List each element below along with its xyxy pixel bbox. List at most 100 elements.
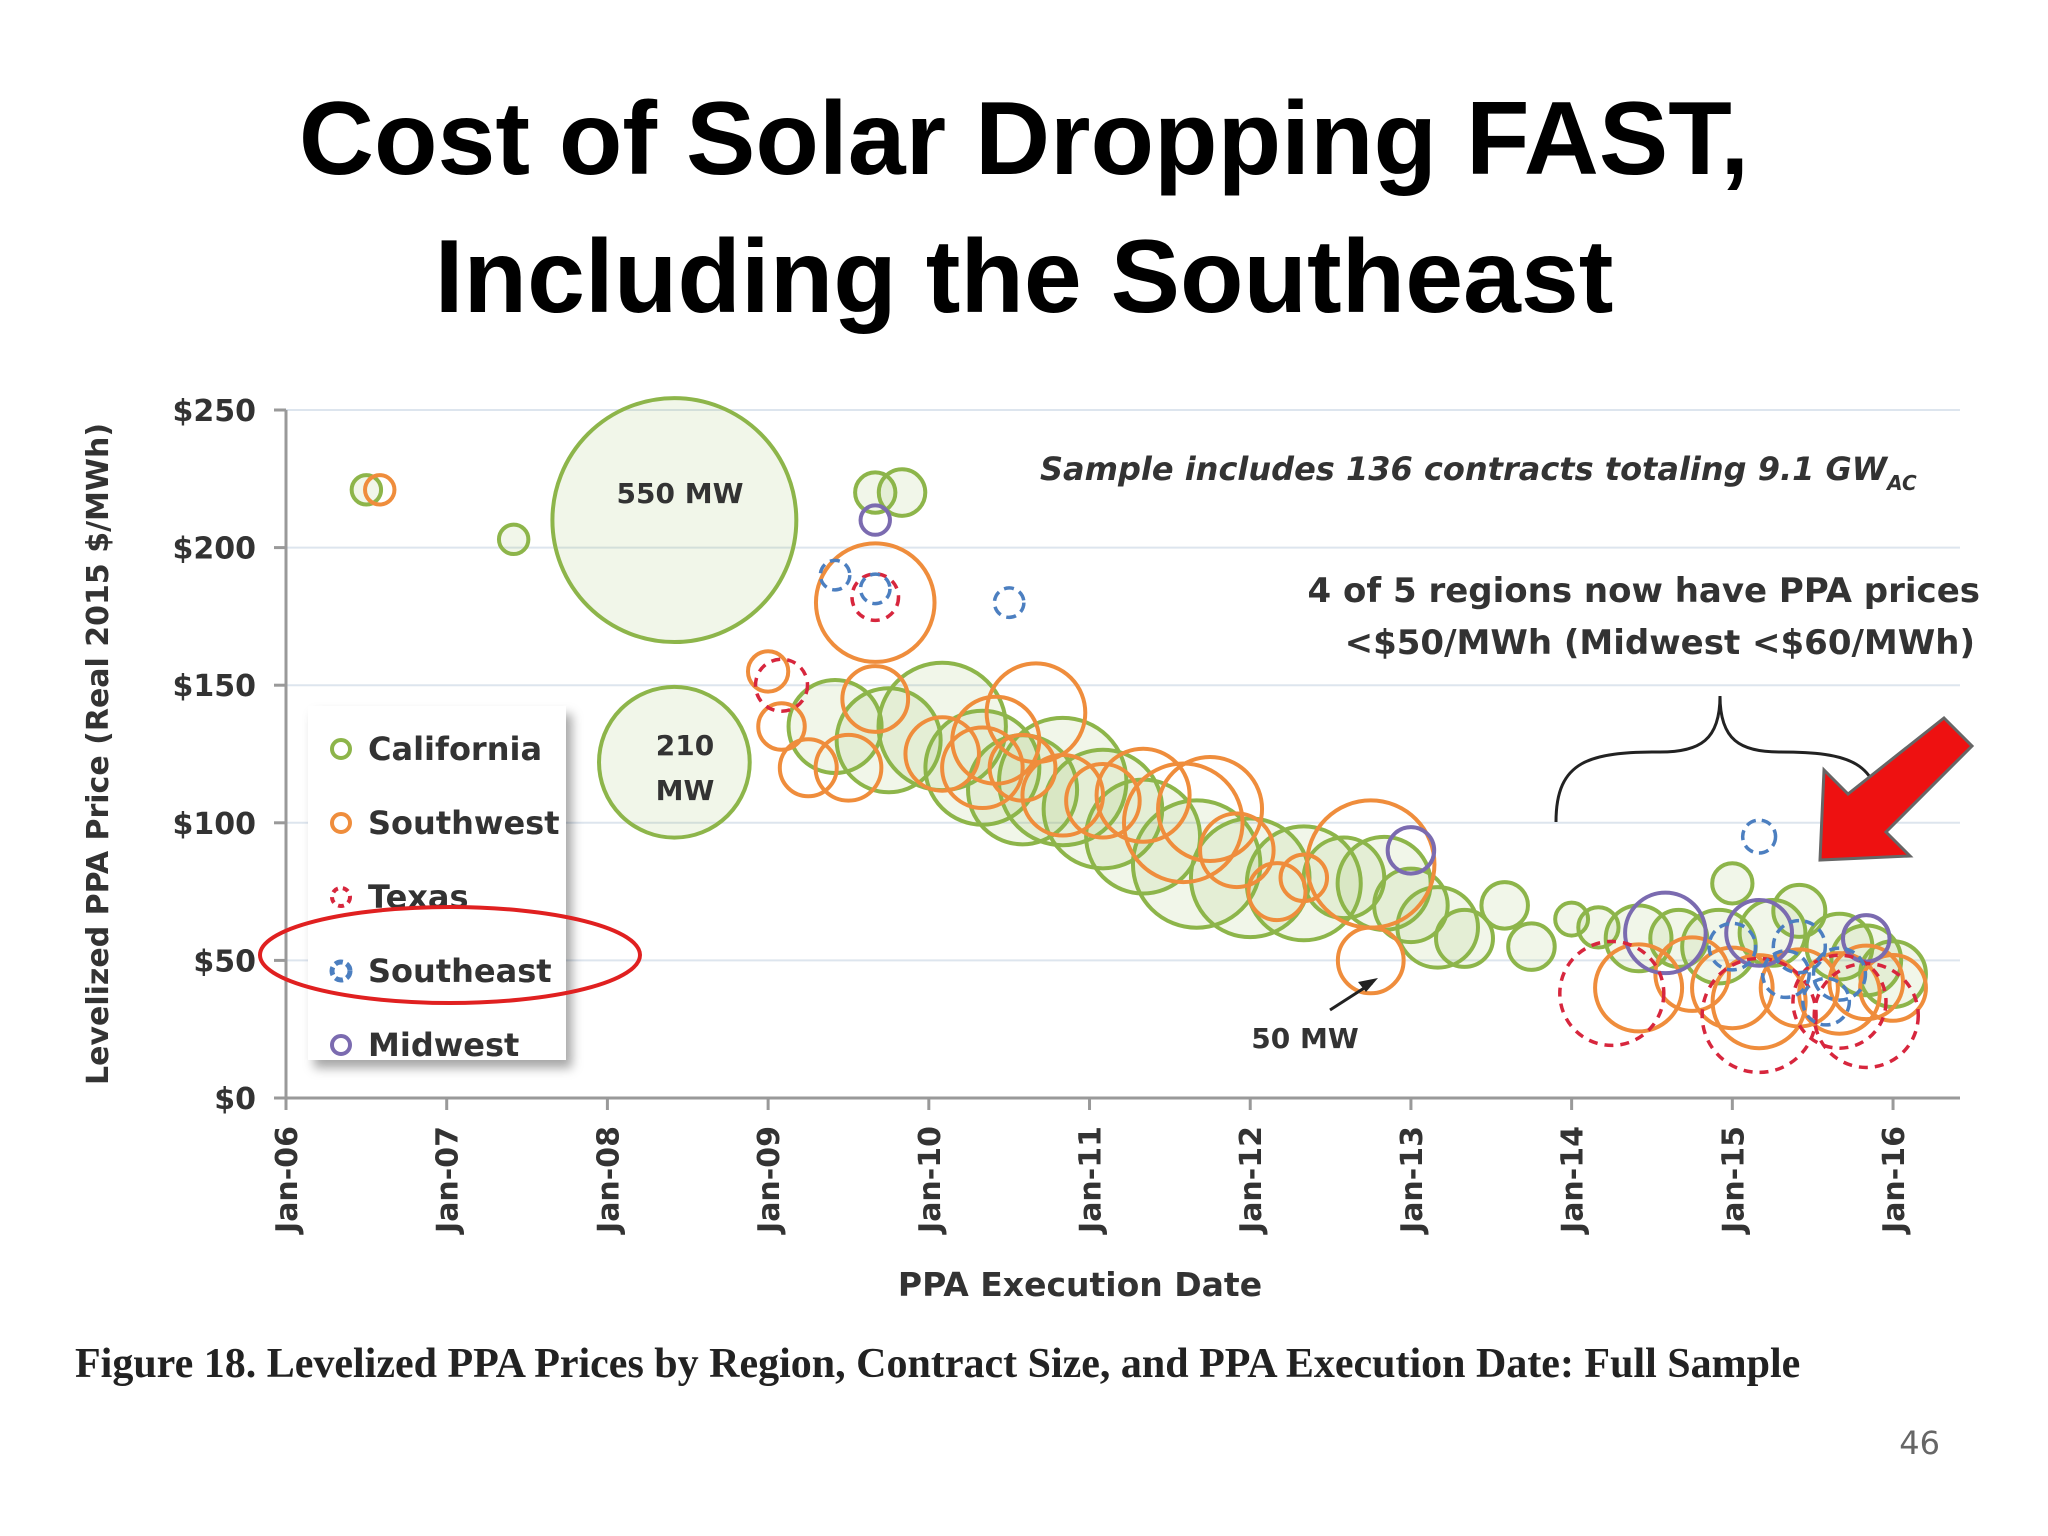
bubble-texas [1812,961,1921,1070]
texas-dashed-circle-icon [330,886,352,908]
sample-note-main: Sample includes 136 contracts totaling 9… [1040,450,1889,488]
bubble-southeast [858,572,892,606]
y-tick-label: $0 [214,1082,256,1117]
bubble-southwest [1653,935,1731,1013]
bubble-california [834,686,943,795]
bubble-california [496,522,531,557]
label-50mw: 50 MW [1251,1022,1359,1055]
bubble-california [1710,861,1755,906]
bubble-southwest [1690,945,1775,1031]
legend-label-southwest: Southwest [368,804,560,842]
bubble-southeast [1707,921,1758,972]
bubble-southwest [1156,755,1265,864]
legend-item-southwest: Southwest [328,798,560,848]
bubble-southwest [1593,942,1685,1034]
legend-label-california: California [368,730,543,768]
y-tick-label: $250 [173,394,257,429]
bubble-southwest [1827,943,1906,1022]
y-tick-label: $150 [173,669,257,704]
bubble-southwest [1710,953,1808,1051]
bubble-southwest [1198,811,1276,890]
bubble-midwest [1623,890,1708,976]
bubble-southwest [903,715,981,793]
bubble-southwest [1094,746,1192,844]
bubble-southwest [1064,762,1142,840]
southwest-circle-icon [330,812,352,834]
y-tick-label: $100 [173,807,257,842]
regions-brace [1554,695,1882,823]
southeast-highlight-ellipse [258,905,642,1005]
midwest-circle-icon [330,1034,352,1056]
bubble-southwest [813,541,937,664]
sample-note-sub: AC [1885,471,1917,495]
bubble-midwest [1724,897,1795,968]
slide-title: Cost of Solar Dropping FAST, Including t… [0,70,2048,346]
legend-item-midwest: Midwest [328,1020,519,1070]
y-tick-label: $50 [193,944,256,979]
bubble-southwest [813,732,884,803]
bubble-texas [1558,939,1666,1048]
title-line-1: Cost of Solar Dropping FAST, [298,81,1750,197]
bubble-southwest [756,701,807,752]
bubble-california [853,470,898,515]
bubble-california [1576,905,1621,950]
regions-note-line1: 4 of 5 regions now have PPA prices [1307,571,1980,611]
bubble-southwest [1858,953,1928,1023]
x-tick-label: Jan-12 [1234,1126,1269,1235]
bubble-southwest [1335,925,1406,996]
bubble-texas [850,572,901,623]
bubble-southwest [1278,852,1330,904]
bubble-chart: $0 $50 $100 $150 $200 $250 Jan-06 Jan-07 Jan-08 J… [81,394,1980,1304]
bubble-southeast [992,586,1026,620]
bubble-southeast [1760,949,1811,1000]
bubble-california [876,467,928,518]
sample-note: Sample includes 136 contracts totaling 9… [1040,450,1917,495]
bubble-southeast [818,558,852,592]
regions-note-line2: <$50/MWh (Midwest <$60/MWh) [1345,623,1975,663]
x-tick-label: Jan-15 [1716,1126,1751,1235]
red-arrow-icon [1818,715,1975,862]
bubble-southeast [1811,946,1868,1002]
label-210mw-line1: 210 [656,729,714,762]
bubble-california [1479,880,1530,931]
bubble-southwest [1020,753,1106,838]
x-tick-label: Jan-14 [1556,1126,1591,1235]
bubble-california [550,396,799,645]
x-tick-label: Jan-06 [270,1126,305,1235]
x-tick-label: Jan-09 [752,1126,787,1235]
legend-label-midwest: Midwest [368,1026,520,1064]
bubble-california [597,684,752,840]
bubble-layer [349,396,1928,1075]
bubble-southwest [984,661,1088,765]
x-tick-label: Jan-13 [1395,1126,1430,1235]
bubble-southwest [940,725,1025,811]
tick-layer: $0 $50 $100 $150 $200 $250 Jan-06 Jan-07 Jan-08 J… [173,394,1913,1235]
x-tick-label: Jan-11 [1074,1126,1109,1235]
bubble-texas [1791,953,1888,1050]
y-axis-title: Levelized PPA Price (Real 2015 $/MWh) [81,423,116,1085]
title-line-2: Including the Southeast [434,219,1614,335]
bubble-southwest [1246,861,1308,923]
legend-item-southeast: Southeast [328,946,552,996]
bubble-southwest [840,664,911,734]
bubble-southeast [1801,976,1852,1027]
label-550mw: 550 MW [617,477,744,510]
bubble-southeast [1771,918,1828,975]
bubble-midwest [1385,825,1437,876]
bubble-southwest [777,737,839,799]
label-210mw-line2: MW [656,774,715,807]
legend-label-southeast: Southeast [368,952,552,990]
bubble-southwest [363,473,397,507]
figure-caption: Figure 18. Levelized PPA Prices by Regio… [75,1341,1801,1387]
bubble-california [1434,907,1495,969]
legend-item-california: California [328,724,542,774]
bubble-southwest [745,649,791,694]
x-axis-title: PPA Execution Date [898,1265,1262,1304]
x-tick-label: Jan-08 [591,1126,626,1235]
california-circle-icon [330,738,352,760]
x-tick-label: Jan-16 [1877,1126,1912,1235]
bubble-texas [753,657,810,713]
bubble-texas [1700,956,1818,1075]
x-tick-label: Jan-10 [913,1126,948,1235]
bubble-southeast [1740,818,1778,855]
